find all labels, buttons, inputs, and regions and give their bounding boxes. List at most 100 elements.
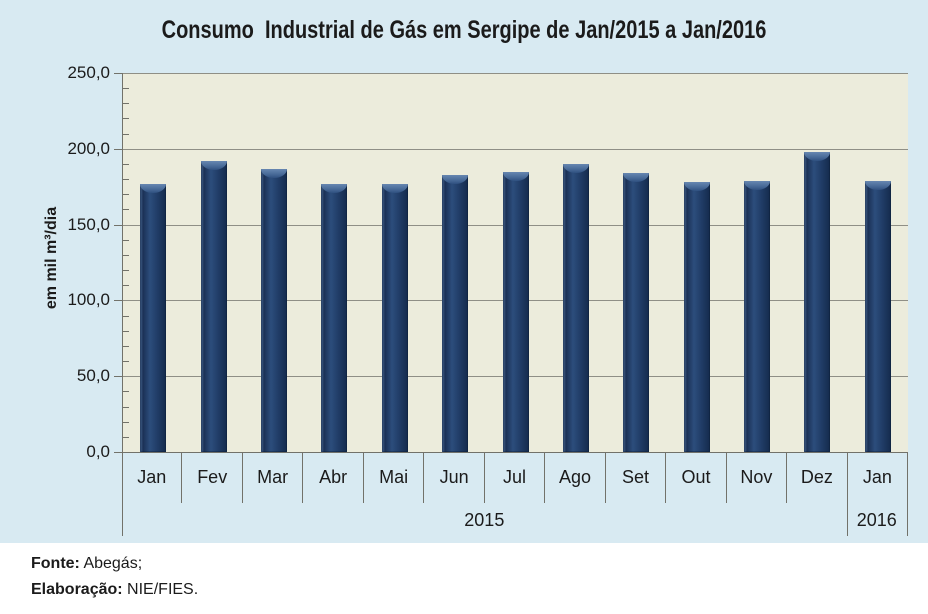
y-axis-minor-tick <box>123 209 129 211</box>
bar-top-bevel <box>381 183 408 193</box>
x-axis-cell-0: Jan <box>122 452 183 503</box>
bar-top-bevel <box>864 180 891 190</box>
chart-title: Consumo Industrial de Gás em Sergipe de … <box>161 16 767 44</box>
y-tick-label-0: 0,0 <box>86 442 110 461</box>
y-axis-minor-tick <box>123 361 129 363</box>
source-value: Abegás; <box>83 555 143 572</box>
y-axis-minor-tick <box>123 421 129 423</box>
y-axis-minor-tick <box>123 163 129 165</box>
x-axis-cell-12: Jan <box>848 452 907 503</box>
x-axis-cell-9: Out <box>666 452 727 503</box>
x-axis-cell-8: Set <box>606 452 667 503</box>
bar-ago-2015 <box>562 163 589 452</box>
x-axis-cell-11: Dez <box>787 452 848 503</box>
bar-jun-2015 <box>442 174 469 452</box>
y-axis-minor-tick <box>123 391 129 393</box>
y-axis-major-tick <box>114 224 122 226</box>
x-axis-cell-1: Fev <box>182 452 243 503</box>
x-axis-cell-2: Mar <box>243 452 304 503</box>
plot-area <box>122 73 908 453</box>
y-axis-minor-tick <box>123 88 129 90</box>
y-tick-label-1: 50,0 <box>76 366 110 386</box>
x-tick-label-jan-2015: Jan <box>137 467 167 487</box>
x-tick-label-out-2015: Out <box>681 467 711 487</box>
x-axis-cell-5: Jun <box>424 452 485 503</box>
y-tick-label-3: 150,0 <box>67 214 110 234</box>
bar-jan-2015 <box>140 183 167 452</box>
source-line: Fonte: Abegás; <box>31 551 198 577</box>
bar-top-bevel <box>804 151 831 161</box>
x-axis-month-row: Jan Fev Mar Abr Mai Jun Jul Ago Set Out Nov Dez Jan <box>122 452 907 503</box>
bar-top-bevel <box>623 173 650 183</box>
y-axis-minor-tick <box>123 406 129 408</box>
x-tick-label-jan-2016: Jan <box>862 467 892 487</box>
source-note: Fonte: Abegás; Elaboração: NIE/FIES. <box>31 551 198 603</box>
x-tick-label-abr-2015: Abr <box>319 467 348 487</box>
bar-top-bevel <box>442 174 469 184</box>
y-axis-minor-tick <box>123 270 129 272</box>
bar-top-bevel <box>140 183 167 193</box>
x-axis-cell-10: Nov <box>727 452 788 503</box>
x-tick-label-fev-2015: Fev <box>197 467 228 487</box>
elaboration-value: NIE/FIES. <box>127 581 199 598</box>
bar-fev-2015 <box>200 160 227 452</box>
bar-mai-2015 <box>381 183 408 452</box>
bar-top-bevel <box>260 168 287 178</box>
bar-top-bevel <box>562 163 589 173</box>
x-tick-label-jun-2015: Jun <box>439 467 469 487</box>
bar-top-bevel <box>502 171 529 181</box>
y-axis-minor-tick <box>123 103 129 105</box>
y-tick-label-4: 200,0 <box>67 138 110 158</box>
bar-jul-2015 <box>502 171 529 452</box>
y-axis-major-tick <box>114 148 122 150</box>
y-axis-minor-tick <box>123 345 129 347</box>
x-tick-label-mai-2015: Mai <box>379 467 409 487</box>
chart-panel: Consumo Industrial de Gás em Sergipe de … <box>0 0 928 543</box>
x-tick-label-mar-2015: Mar <box>257 467 289 487</box>
bar-top-bevel <box>683 182 710 192</box>
category-group-separator <box>907 452 908 536</box>
x-tick-label-jul-2015: Jul <box>503 467 527 487</box>
y-tick-label-5: 250,0 <box>67 63 110 82</box>
bar-set-2015 <box>623 173 650 452</box>
category-group-separator <box>122 452 123 536</box>
x-axis-cell-6: Jul <box>485 452 546 503</box>
bar-top-bevel <box>744 180 771 190</box>
y-axis-minor-tick <box>123 436 129 438</box>
source-label: Fonte: <box>31 555 80 572</box>
y-axis-minor-tick <box>123 254 129 256</box>
gridline-200 <box>123 148 908 150</box>
y-axis-minor-tick <box>123 179 129 181</box>
x-tick-label-set-2015: Set <box>621 467 649 487</box>
x-tick-label-dez-2015: Dez <box>800 467 833 487</box>
bar-abr-2015 <box>321 183 348 452</box>
y-axis-minor-tick <box>123 194 129 196</box>
gridline-250 <box>123 73 908 74</box>
bar-jan-2016 <box>864 180 891 452</box>
y-axis-minor-tick <box>123 315 129 317</box>
bar-dez-2015 <box>804 151 831 452</box>
year-label-2016: 2016 <box>856 510 897 530</box>
y-axis-minor-tick <box>123 239 129 241</box>
elaboration-line: Elaboração: NIE/FIES. <box>31 577 198 603</box>
y-axis-major-tick <box>114 452 122 453</box>
bar-top-bevel <box>200 160 227 170</box>
y-axis-major-tick <box>114 73 122 74</box>
x-tick-label-nov-2015: Nov <box>740 467 773 487</box>
y-axis-major-tick <box>114 300 122 302</box>
year-label-2015: 2015 <box>464 510 505 530</box>
bar-top-bevel <box>321 183 348 193</box>
bar-nov-2015 <box>744 180 771 452</box>
y-axis-minor-tick <box>123 285 129 287</box>
y-axis-minor-tick <box>123 118 129 120</box>
y-axis-minor-tick <box>123 133 129 135</box>
x-axis-cell-7: Ago <box>545 452 606 503</box>
bar-out-2015 <box>683 182 710 452</box>
x-axis-cell-4: Mai <box>364 452 425 503</box>
elaboration-label: Elaboração: <box>31 581 123 598</box>
x-tick-label-ago-2015: Ago <box>559 467 592 487</box>
bar-mar-2015 <box>260 168 287 452</box>
y-axis-minor-tick <box>123 330 129 332</box>
x-axis-cell-3: Abr <box>303 452 364 503</box>
